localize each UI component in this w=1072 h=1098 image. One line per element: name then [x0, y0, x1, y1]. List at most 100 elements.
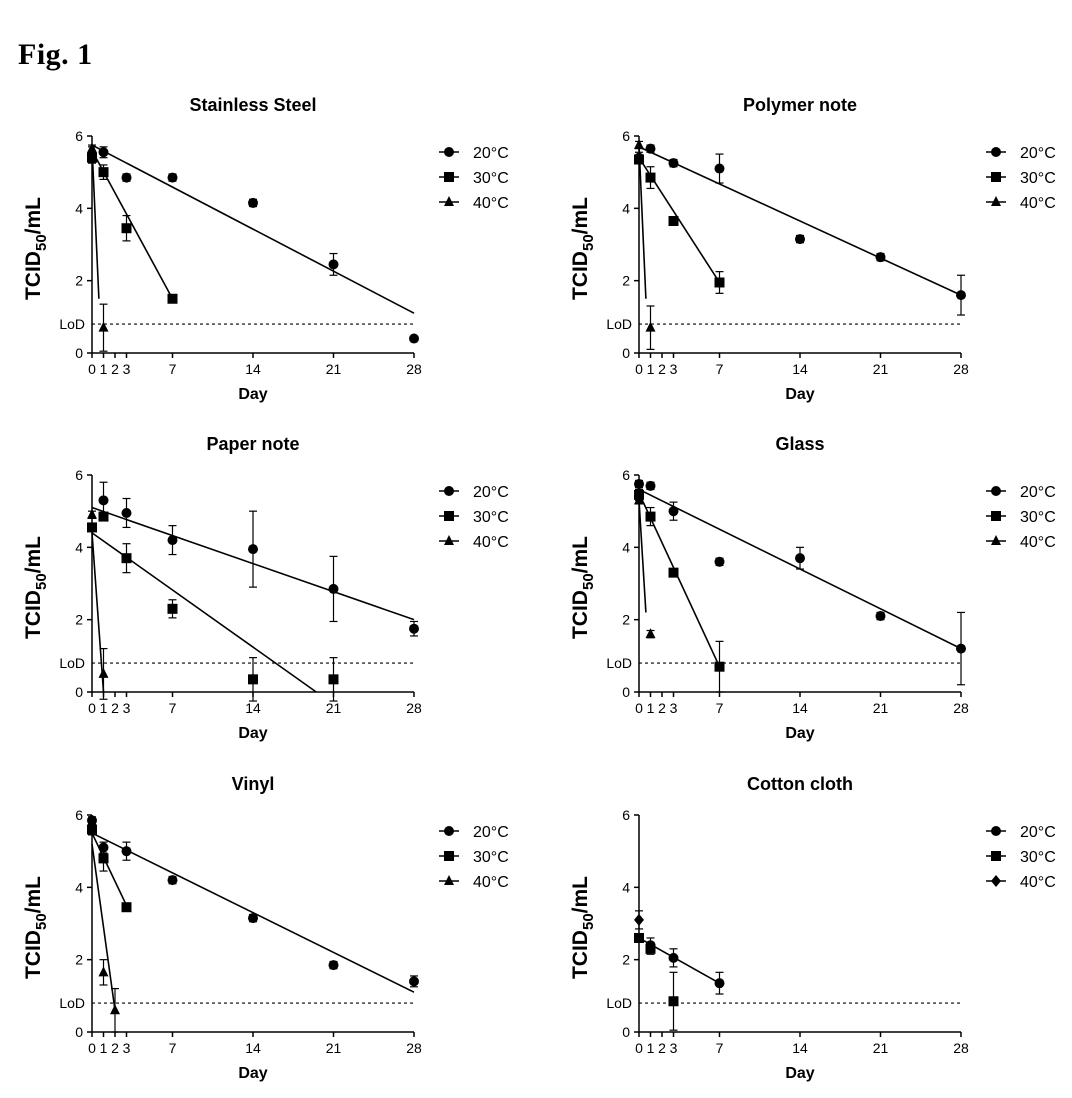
x-axis-label: Day	[785, 725, 814, 742]
data-point	[87, 815, 97, 826]
data-point	[409, 333, 419, 344]
data-point	[875, 252, 886, 263]
y-tick-label: 6	[75, 467, 83, 483]
data-point	[248, 197, 258, 208]
x-tick-label: 2	[111, 1040, 119, 1056]
chart-title: Polymer note	[743, 95, 857, 115]
data-point	[409, 976, 419, 987]
legend-marker	[444, 851, 454, 861]
y-tick-label: 0	[75, 1024, 83, 1040]
x-tick-label: 28	[406, 1040, 422, 1056]
fit-line	[91, 832, 128, 906]
data-point	[645, 511, 656, 522]
data-point	[714, 978, 725, 989]
legend-marker	[991, 196, 1001, 206]
x-tick-label: 28	[406, 700, 422, 716]
figure-title: Fig. 1	[18, 38, 93, 71]
x-tick-label: 0	[88, 361, 96, 377]
y-axis-label: TCID50/mL	[569, 536, 597, 639]
series-2: 30°C	[87, 150, 509, 304]
x-tick-label: 2	[111, 361, 119, 377]
lod-label: LoD	[606, 316, 632, 332]
x-tick-label: 28	[953, 361, 969, 377]
x-tick-label: 14	[792, 361, 808, 377]
legend-marker	[444, 875, 454, 885]
data-point	[956, 290, 966, 301]
data-point	[87, 824, 97, 835]
series-3: 40°C	[634, 139, 1056, 350]
x-tick-label: 21	[326, 361, 342, 377]
y-tick-label: 0	[75, 684, 83, 700]
legend-marker	[444, 172, 454, 182]
x-tick-label: 7	[716, 700, 724, 716]
y-axis-label: TCID50/mL	[22, 197, 50, 300]
chart-title: Stainless Steel	[189, 95, 316, 115]
data-point	[121, 172, 132, 183]
legend-label: 30°C	[1020, 849, 1056, 866]
series-1: 20°C	[634, 479, 1056, 686]
fit-line	[91, 144, 415, 314]
data-point	[87, 522, 97, 533]
legend-marker	[991, 172, 1001, 182]
data-point	[98, 853, 109, 864]
data-point	[98, 667, 109, 678]
data-point	[87, 508, 97, 519]
data-point	[634, 913, 644, 926]
lod-label: LoD	[606, 655, 632, 671]
data-point	[875, 611, 886, 622]
fit-line	[638, 145, 647, 299]
data-point	[714, 556, 725, 567]
y-tick-label: 4	[622, 539, 630, 555]
y-tick-label: 2	[75, 612, 83, 628]
chart-title: Vinyl	[232, 774, 275, 794]
legend-label: 30°C	[473, 170, 509, 187]
legend-marker	[991, 826, 1001, 836]
x-tick-label: 0	[88, 1040, 96, 1056]
legend-marker	[444, 147, 454, 157]
legend-label: 40°C	[1020, 874, 1056, 891]
data-point	[98, 321, 109, 332]
data-point	[634, 494, 644, 505]
x-tick-label: 3	[670, 1040, 678, 1056]
x-tick-label: 1	[100, 700, 108, 716]
x-tick-label: 3	[670, 700, 678, 716]
chart-title: Cotton cloth	[747, 774, 853, 794]
series-1: 20°C	[87, 815, 509, 993]
y-tick-label: 0	[622, 345, 630, 361]
legend-marker	[444, 511, 454, 521]
data-point	[409, 623, 419, 634]
data-point	[98, 511, 109, 522]
x-tick-label: 14	[792, 1040, 808, 1056]
data-point	[248, 913, 258, 924]
x-tick-label: 0	[635, 700, 643, 716]
data-point	[121, 553, 132, 564]
x-tick-label: 2	[658, 361, 666, 377]
x-tick-label: 3	[123, 1040, 131, 1056]
data-point	[98, 495, 109, 506]
legend-marker	[991, 851, 1001, 861]
y-tick-label: 2	[622, 273, 630, 289]
legend-label: 30°C	[473, 849, 509, 866]
y-axis-label: TCID50/mL	[22, 876, 50, 979]
chart-title: Paper note	[206, 434, 299, 454]
y-tick-label: 2	[75, 952, 83, 968]
y-tick-label: 2	[75, 273, 83, 289]
legend-marker	[444, 535, 454, 545]
series-2: 30°C	[87, 823, 509, 913]
lod-label: LoD	[59, 316, 85, 332]
legend-label: 20°C	[1020, 145, 1056, 162]
data-point	[668, 952, 679, 963]
legend-marker	[991, 486, 1001, 496]
data-point	[121, 223, 132, 234]
data-point	[121, 902, 132, 913]
x-tick-label: 0	[635, 1040, 643, 1056]
data-point	[167, 172, 178, 183]
chart-title: Glass	[775, 434, 824, 454]
data-point	[328, 960, 339, 971]
x-axis-label: Day	[238, 1065, 267, 1082]
y-tick-label: 4	[622, 200, 630, 216]
